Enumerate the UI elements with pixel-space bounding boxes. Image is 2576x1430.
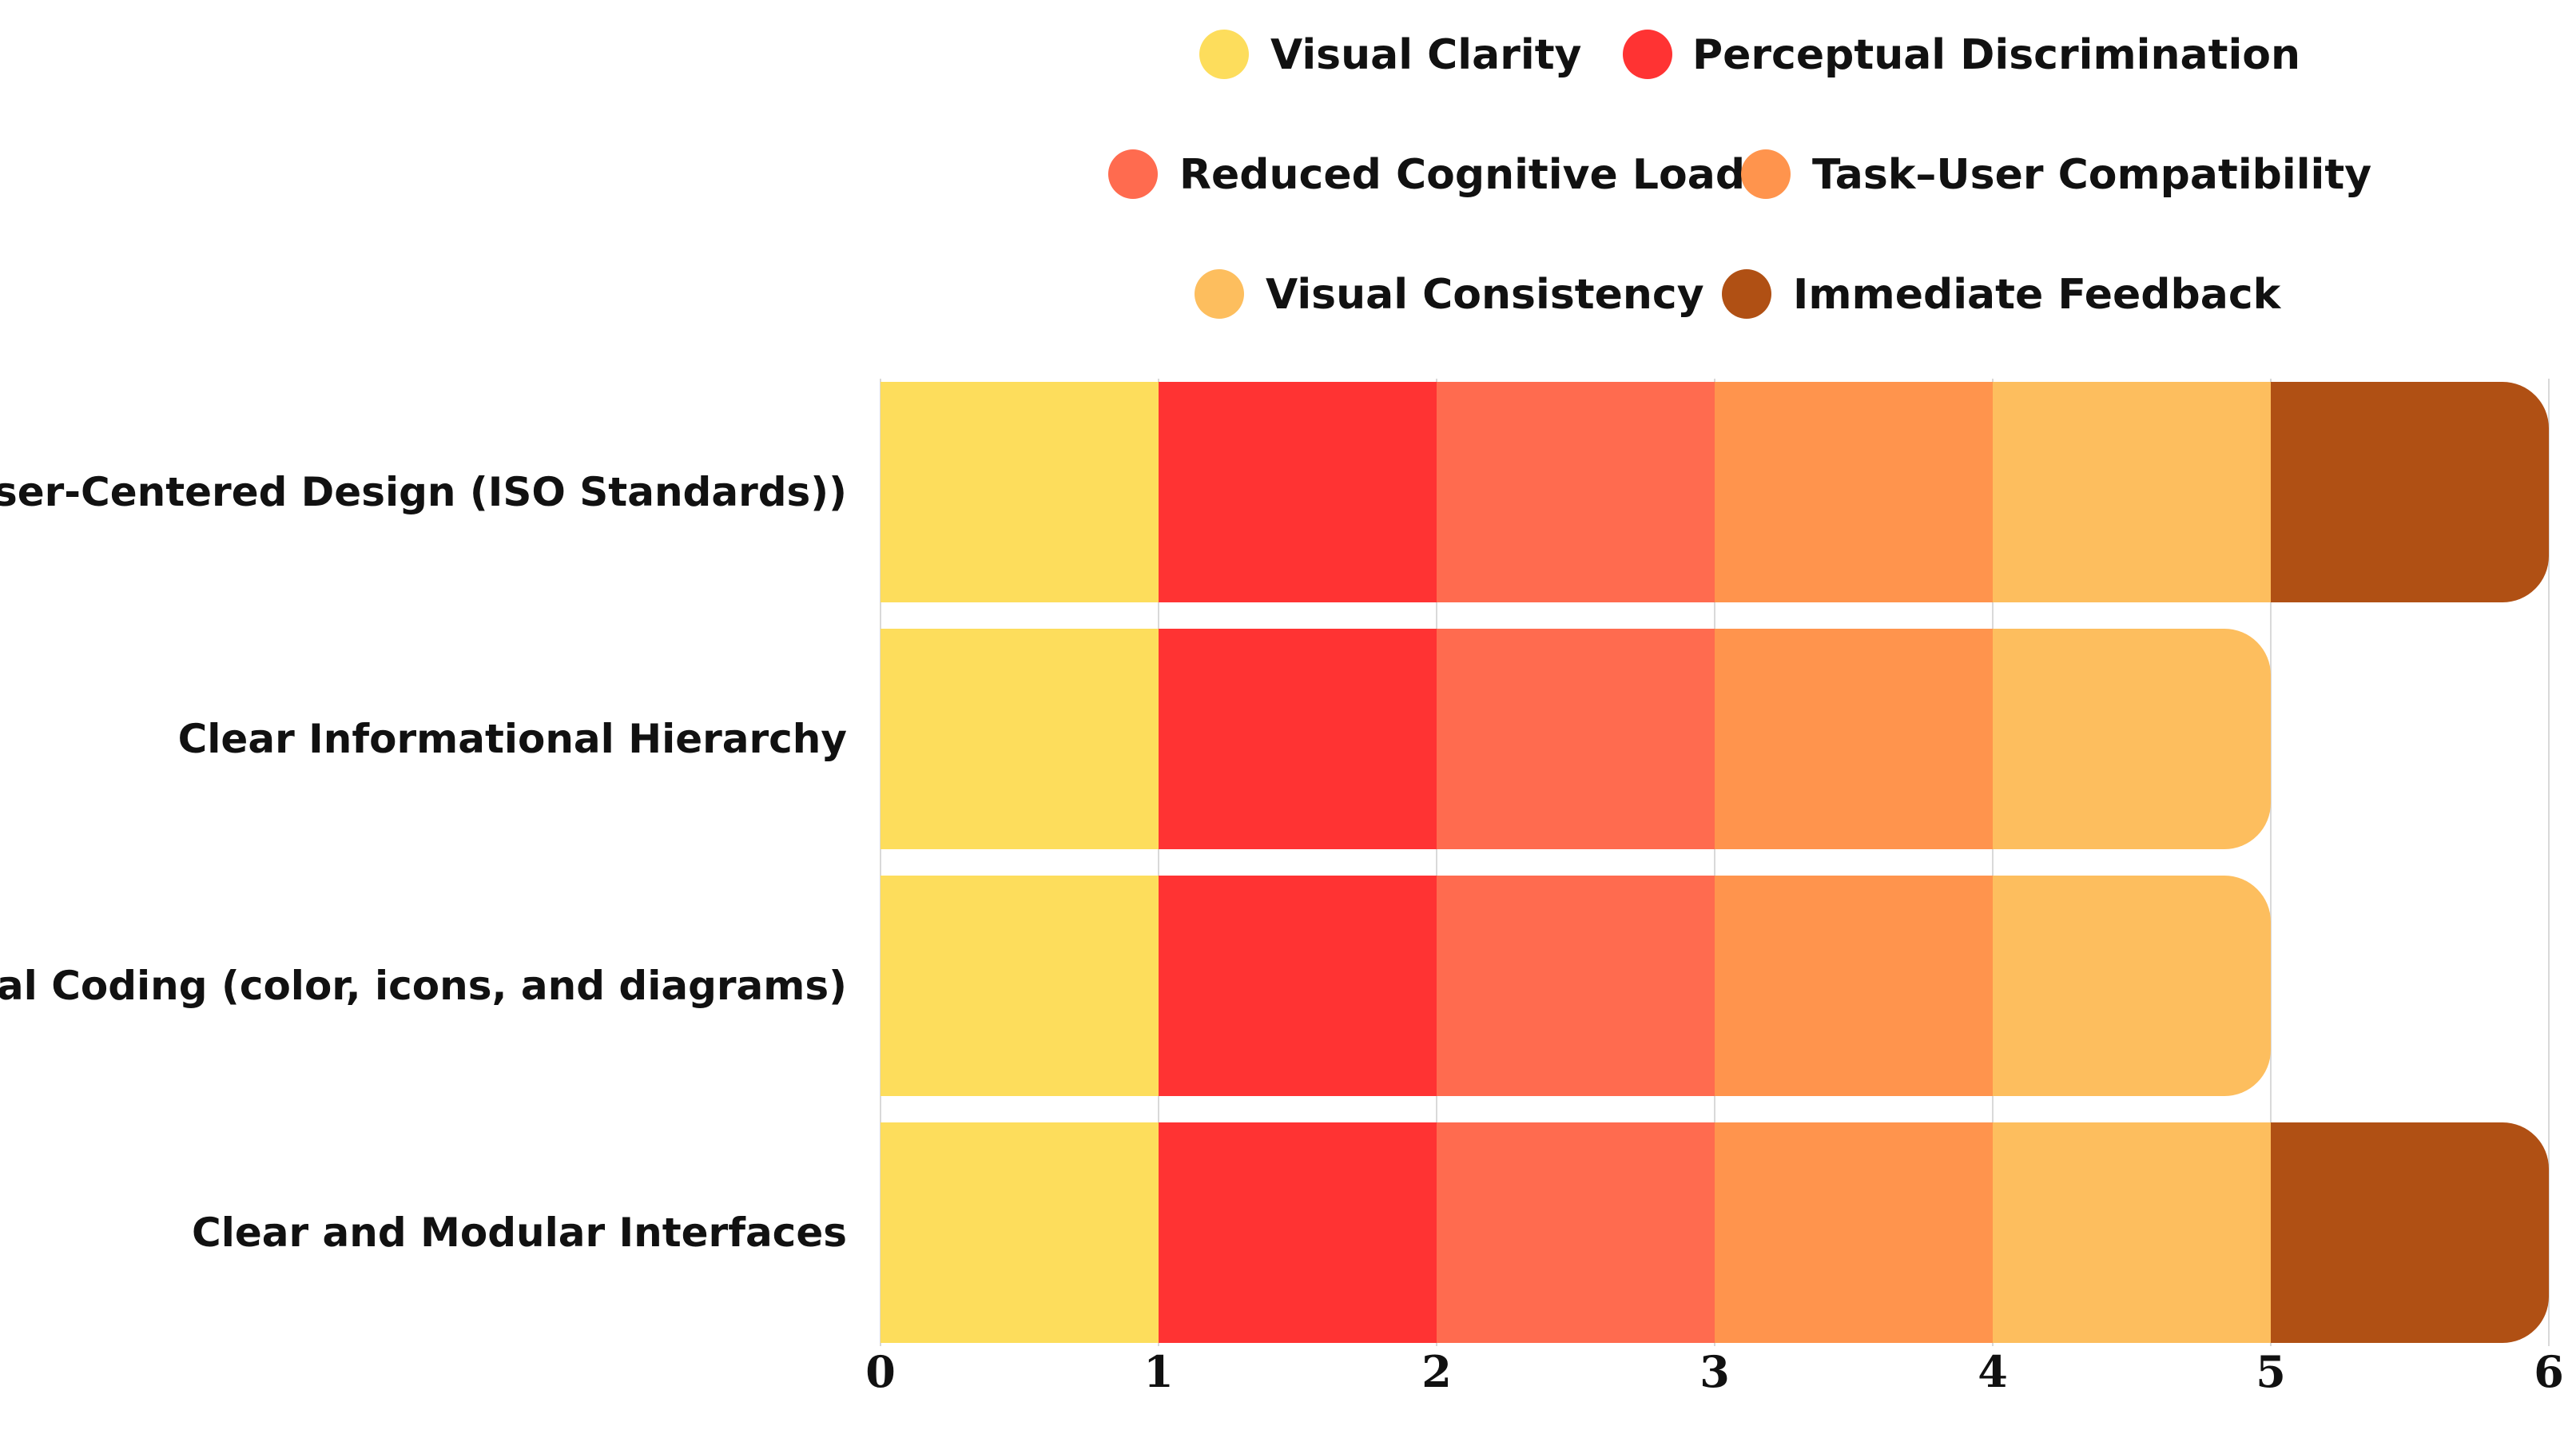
bar-segment-visual-consistency-row-3 — [1993, 876, 2271, 1096]
legend-label-reduced-cognitive-load: Reduced Cognitive Load — [1179, 151, 1745, 199]
bar-segment-reduced-cognitive-load-row-3 — [1437, 876, 1715, 1096]
bar-segment-visual-consistency-row-2 — [1993, 629, 2271, 849]
axis-layer: User-Centered Design (ISO Standards)) Cle… — [0, 469, 2564, 1397]
category-label: Clear Informational Hierarchy — [178, 716, 847, 762]
bar-segment-visual-clarity-row-4 — [881, 1122, 1159, 1343]
bar-segment-reduced-cognitive-load-row-2 — [1437, 629, 1715, 849]
legend-swatch-task-user-compatibility — [1741, 149, 1791, 199]
x-tick-label-6: 6 — [2534, 1346, 2564, 1397]
legend-swatch-perceptual-discrimination — [1623, 30, 1672, 79]
bar-segment-visual-clarity-row-1 — [881, 382, 1159, 602]
category-label: Visual Coding (color, icons, and diagram… — [0, 963, 847, 1009]
legend-label-visual-consistency: Visual Consistency — [1266, 271, 1704, 319]
legend-swatch-reduced-cognitive-load — [1108, 149, 1158, 199]
bar-segment-perceptual-discrimination-row-2 — [1159, 629, 1437, 849]
bar-segment-immediate-feedback-row-1 — [2271, 382, 2549, 602]
bar-segment-task-user-compatibility-row-4 — [1715, 1122, 1994, 1343]
bar-segment-reduced-cognitive-load-row-1 — [1437, 382, 1715, 602]
bar-segment-perceptual-discrimination-row-1 — [1159, 382, 1437, 602]
legend: Visual Clarity Perceptual Discrimination R… — [1108, 30, 2371, 319]
x-tick-label-5: 5 — [2256, 1346, 2286, 1397]
bar-segment-reduced-cognitive-load-row-4 — [1437, 1122, 1715, 1343]
legend-swatch-immediate-feedback — [1722, 269, 1771, 319]
bar-segment-visual-clarity-row-2 — [881, 629, 1159, 849]
bar-segment-task-user-compatibility-row-1 — [1715, 382, 1994, 602]
x-tick-label-4: 4 — [1978, 1346, 2008, 1397]
legend-label-perceptual-discrimination: Perceptual Discrimination — [1692, 31, 2300, 79]
legend-swatch-visual-consistency — [1195, 269, 1244, 319]
x-tick-label-0: 0 — [865, 1346, 896, 1397]
x-tick-label-2: 2 — [1421, 1346, 1452, 1397]
bar-layer — [881, 382, 2549, 1343]
bar-segment-visual-consistency-row-1 — [1993, 382, 2272, 602]
legend-label-task-user-compatibility: Task–User Compatibility — [1812, 151, 2371, 199]
category-label: User-Centered Design (ISO Standards)) — [0, 469, 847, 515]
category-label: Clear and Modular Interfaces — [192, 1210, 847, 1256]
bar-segment-immediate-feedback-row-4 — [2271, 1122, 2549, 1343]
bar-segment-perceptual-discrimination-row-3 — [1159, 876, 1437, 1096]
x-tick-label-1: 1 — [1143, 1346, 1174, 1397]
bar-segment-task-user-compatibility-row-3 — [1715, 876, 1994, 1096]
bar-segment-perceptual-discrimination-row-4 — [1159, 1122, 1437, 1343]
bar-segment-task-user-compatibility-row-2 — [1715, 629, 1994, 849]
legend-label-immediate-feedback: Immediate Feedback — [1793, 271, 2282, 319]
bar-segment-visual-consistency-row-4 — [1993, 1122, 2272, 1343]
x-tick-label-3: 3 — [1699, 1346, 1730, 1397]
legend-swatch-visual-clarity — [1199, 30, 1249, 79]
bar-segment-visual-clarity-row-3 — [881, 876, 1159, 1096]
legend-label-visual-clarity: Visual Clarity — [1270, 31, 1581, 79]
